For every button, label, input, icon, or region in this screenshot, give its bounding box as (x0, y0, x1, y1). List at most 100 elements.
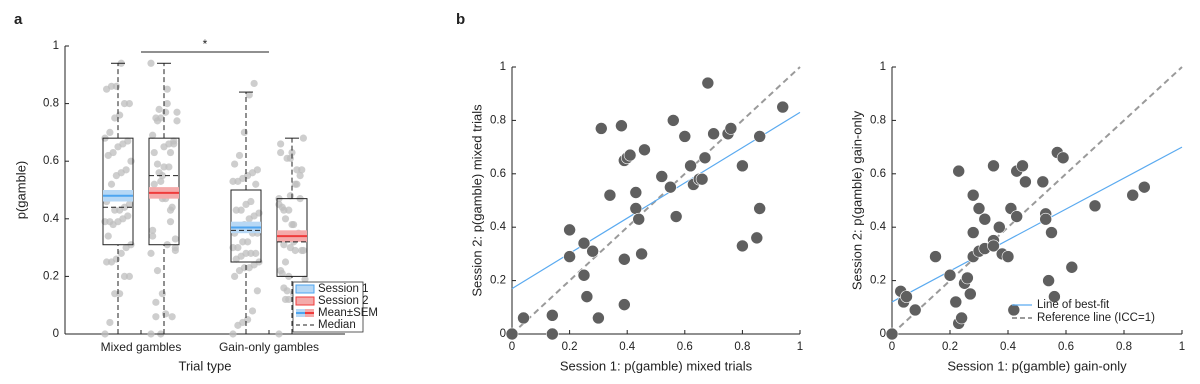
y-axis-title: Session 2: p(gamble) mixed trials (469, 104, 484, 297)
data-point (168, 313, 176, 321)
data-point (149, 232, 157, 240)
legend-label: Median (318, 319, 356, 331)
x-tick-label: 0.4 (619, 341, 636, 353)
scatter-point (701, 76, 715, 90)
data-point (290, 220, 298, 229)
scatter-point (517, 311, 530, 325)
data-point (166, 218, 175, 226)
data-point (253, 287, 261, 295)
data-point (152, 298, 160, 306)
scatter-point (618, 252, 631, 266)
data-point (116, 111, 124, 119)
legend-label: Reference line (ICC=1) (1037, 312, 1155, 324)
data-point (244, 238, 252, 246)
data-point (253, 166, 261, 174)
data-point (252, 180, 260, 188)
y-tick-label: 0 (500, 328, 506, 340)
fit-line (891, 146, 1183, 303)
data-point (229, 330, 237, 338)
scatter-point (635, 247, 648, 261)
data-point (155, 169, 163, 177)
y-tick-label: 1 (53, 40, 59, 52)
x-axis-title: Trial type (179, 358, 232, 373)
data-point (166, 148, 175, 157)
scatter-point (580, 290, 594, 303)
data-point (277, 140, 285, 148)
data-point (288, 148, 296, 157)
data-point (106, 218, 114, 226)
data-point (153, 160, 162, 168)
scatter-point (1016, 159, 1029, 173)
panel-label: b (456, 11, 465, 28)
data-point (291, 246, 299, 255)
data-point (244, 316, 252, 324)
data-point (165, 163, 173, 171)
y-tick-label: 0.4 (490, 221, 507, 233)
x-tick-label: 0.6 (677, 341, 693, 353)
data-point (170, 140, 178, 148)
scatter-point (776, 100, 790, 114)
scatter-point (695, 172, 709, 186)
y-tick-label: 0.2 (870, 275, 886, 287)
scatter-point (1088, 199, 1102, 213)
data-point (153, 267, 162, 275)
data-point (245, 91, 253, 99)
data-point (171, 235, 179, 243)
data-point (255, 209, 263, 217)
data-point (149, 131, 157, 139)
data-point (153, 117, 162, 125)
fit-line (511, 111, 801, 290)
scatter-point (577, 268, 591, 282)
data-point (147, 59, 155, 67)
scatter-point (1036, 175, 1050, 189)
data-point (109, 148, 117, 157)
legend-label: Session 1 (318, 283, 369, 295)
data-point (168, 203, 176, 211)
data-point (127, 157, 135, 165)
data-point (149, 226, 157, 234)
data-point (122, 166, 130, 174)
y-tick-label: 0.2 (490, 275, 506, 287)
data-point (281, 295, 290, 304)
scatter-point (1042, 274, 1055, 287)
data-point (150, 148, 158, 157)
data-point (124, 137, 132, 145)
x-tick-label: 0 (889, 341, 895, 353)
data-point (278, 269, 286, 278)
scatter-point (943, 268, 957, 282)
y-tick-label: 1 (880, 61, 886, 73)
y-tick-label: 0 (53, 328, 59, 340)
scatter-point (978, 212, 992, 226)
scatter-point (707, 127, 720, 141)
fit-line (891, 66, 1183, 335)
fit-line (511, 66, 801, 335)
data-point (250, 79, 258, 88)
data-point (296, 172, 304, 180)
scatter-point (618, 298, 631, 311)
data-point (235, 151, 244, 160)
data-point (147, 330, 155, 338)
scatter-point (1039, 212, 1052, 226)
data-point (112, 255, 120, 263)
scatter-point (1048, 290, 1061, 303)
scatter-point (963, 287, 977, 301)
data-point (248, 307, 257, 315)
data-point (106, 318, 114, 327)
legend-label: Session 2 (318, 295, 369, 307)
scatter-point (961, 271, 974, 285)
scatter-point (753, 130, 766, 143)
scatter-point (1001, 250, 1015, 263)
y-tick-label: 0.6 (490, 168, 506, 180)
x-tick-label: 0.4 (1000, 341, 1017, 353)
scatter-point (664, 180, 677, 194)
scatter-point (900, 290, 913, 303)
x-tick-label: 0.8 (1116, 341, 1132, 353)
scatter-point (678, 130, 692, 143)
scatter-point (753, 202, 766, 215)
scatter-point (1019, 175, 1032, 189)
data-point (237, 206, 245, 214)
scatter-point (908, 303, 922, 317)
data-point (106, 128, 114, 136)
